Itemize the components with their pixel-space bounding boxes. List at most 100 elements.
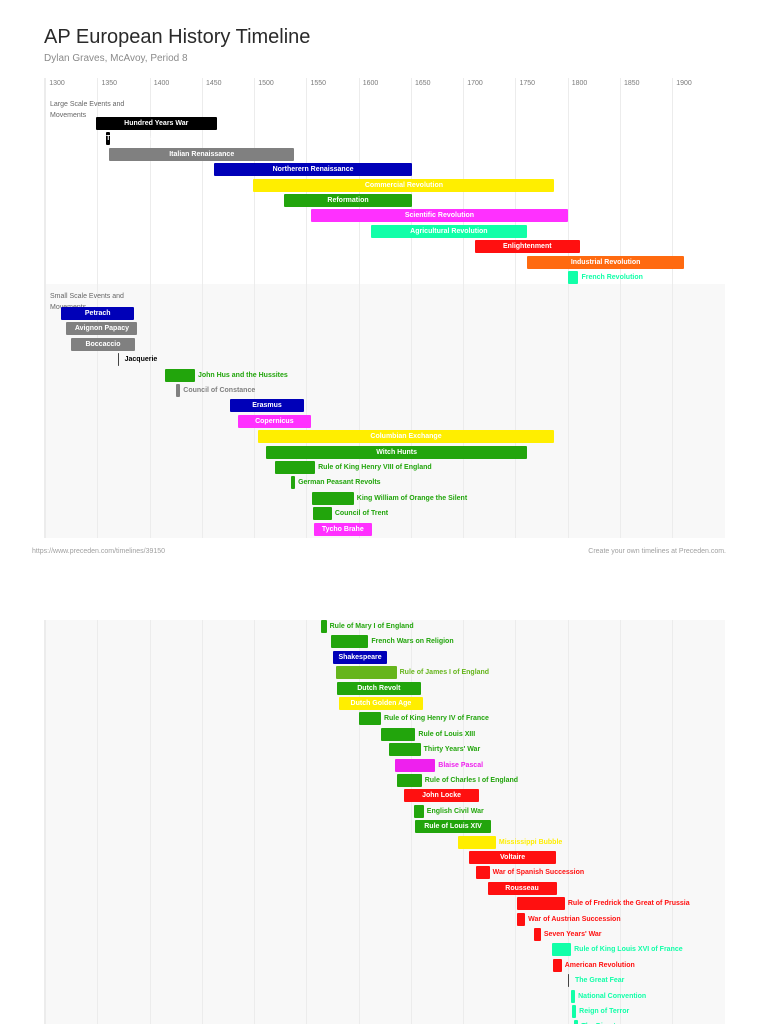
- timeline-bar[interactable]: [330, 635, 369, 649]
- timeline-bar-label: Council of Trent: [334, 510, 389, 518]
- gridline: [619, 78, 621, 538]
- gridline: [201, 620, 203, 1024]
- timeline-bar[interactable]: [61, 307, 135, 320]
- gridline: [306, 78, 308, 538]
- timeline-bar[interactable]: [414, 804, 424, 818]
- timeline-bar-label: American Revolution: [564, 961, 635, 969]
- timeline-bar-label: Thirty Years' War: [423, 746, 481, 754]
- timeline-bar[interactable]: [70, 337, 136, 351]
- timeline-bar[interactable]: [95, 117, 217, 130]
- gridline: [567, 78, 569, 538]
- timeline-bar-label: Rule of Louis XIV: [424, 823, 482, 831]
- timeline-bar[interactable]: [394, 758, 436, 772]
- timeline-bar[interactable]: [533, 928, 541, 941]
- timeline-bar[interactable]: [571, 989, 576, 1003]
- gridline: [410, 78, 412, 538]
- timeline-bar-label: Petrach: [84, 310, 111, 317]
- timeline-bar-label: Hundred Years War: [124, 120, 189, 127]
- timeline-bar[interactable]: [487, 881, 557, 895]
- timeline-bar[interactable]: [66, 322, 138, 336]
- timeline-bar[interactable]: [572, 1005, 577, 1018]
- x-tick-label: 1800: [571, 80, 588, 87]
- timeline-bar[interactable]: [574, 1020, 579, 1024]
- timeline-bar[interactable]: [283, 194, 413, 207]
- gridline: [672, 78, 673, 538]
- timeline-bar[interactable]: [213, 163, 413, 177]
- timeline-bar-label: Agricultural Revolution: [410, 227, 488, 235]
- footer-promo[interactable]: Create your own timelines at Preceden.co…: [588, 548, 726, 555]
- timeline-bar[interactable]: [266, 445, 528, 459]
- timeline-bar[interactable]: [164, 368, 195, 382]
- timeline-bar[interactable]: [396, 774, 422, 787]
- timeline-bar[interactable]: [468, 851, 557, 864]
- timeline-bar[interactable]: [313, 507, 332, 521]
- timeline-bar-label: Boccaccio: [85, 340, 121, 348]
- timeline-bar[interactable]: [275, 461, 316, 474]
- x-tick-label: 1500: [258, 80, 274, 87]
- timeline-bar-label: Industrial Revolution: [570, 258, 641, 266]
- timeline-bar[interactable]: [311, 491, 354, 505]
- timeline-bar-label: Rule of King Louis XVI of France: [574, 946, 683, 954]
- timeline-bar-label: Dutch Revolt: [357, 684, 401, 692]
- timeline-bar[interactable]: [380, 727, 416, 741]
- timeline-bar-label: Avignon Papacy: [74, 325, 130, 333]
- timeline-bar[interactable]: [230, 399, 304, 413]
- timeline-bar-label: Rule of Fredrick the Great of Prussia: [567, 900, 690, 908]
- timeline-bar[interactable]: [553, 958, 562, 972]
- timeline-bar[interactable]: [253, 178, 555, 192]
- timeline-bar[interactable]: [337, 681, 421, 695]
- timeline-bar-label: John Hus and the Hussites: [197, 371, 288, 379]
- timeline-bar-label: The Black Death: [106, 135, 161, 143]
- timeline-bar[interactable]: [568, 974, 569, 988]
- timeline-bar-label: Commercial Revolution: [364, 181, 444, 189]
- timeline-bar[interactable]: [291, 476, 296, 490]
- timeline-bar-label: Columbian Exchange: [370, 433, 442, 441]
- timeline-bar-label: War of Austrian Succession: [528, 915, 621, 923]
- gridline: [567, 620, 569, 1024]
- page-title: AP European History Timeline: [44, 26, 311, 48]
- gridline: [515, 620, 517, 1024]
- timeline-bar-label: Scientific Revolution: [404, 212, 475, 220]
- timeline-bar[interactable]: [516, 912, 526, 926]
- x-tick-label: 1450: [205, 80, 222, 87]
- timeline-bar[interactable]: [552, 943, 572, 957]
- x-tick-label: 1750: [519, 80, 536, 87]
- timeline-bar[interactable]: [339, 697, 423, 710]
- timeline-bar[interactable]: [475, 240, 580, 254]
- timeline-bar[interactable]: [314, 522, 372, 536]
- timeline-bar-label: The Great Fear: [575, 977, 625, 985]
- timeline-bar-label: Rule of Louis XIII: [418, 730, 476, 738]
- timeline-bar[interactable]: [568, 271, 579, 284]
- gridline: [672, 620, 673, 1024]
- timeline-bar[interactable]: [310, 209, 568, 223]
- footer-url[interactable]: https://www.preceden.com/timelines/39150: [32, 548, 166, 555]
- timeline-bar[interactable]: [321, 620, 327, 633]
- timeline-bar[interactable]: [476, 866, 490, 880]
- timeline-bar-label: Copernicus: [255, 417, 294, 425]
- timeline-bar[interactable]: [370, 224, 528, 238]
- timeline-bar[interactable]: [332, 650, 388, 664]
- timeline-bar-label: Mississippi Bubble: [498, 838, 563, 846]
- gridline: [254, 620, 255, 1024]
- timeline-bar[interactable]: [109, 147, 295, 161]
- timeline-bar[interactable]: [516, 897, 565, 911]
- timeline-bar[interactable]: [403, 789, 480, 803]
- timeline-bar[interactable]: [389, 743, 421, 757]
- axis-line: [44, 620, 45, 1024]
- timeline-bar[interactable]: [106, 132, 111, 146]
- section-band: [44, 284, 725, 538]
- timeline-bar[interactable]: [117, 353, 119, 367]
- timeline-bar[interactable]: [336, 666, 397, 680]
- timeline-bar[interactable]: [257, 430, 555, 444]
- timeline-bar[interactable]: [415, 820, 491, 834]
- x-tick-label: 1350: [101, 80, 118, 87]
- timeline-bar[interactable]: [359, 712, 381, 726]
- timeline-bar[interactable]: [237, 414, 311, 428]
- timeline-bar[interactable]: [458, 835, 496, 849]
- timeline-bar[interactable]: [176, 384, 181, 397]
- timeline-bar[interactable]: [527, 255, 684, 269]
- timeline-bar-label: Witch Hunts: [376, 448, 418, 456]
- timeline-bar-label: John Locke: [422, 792, 461, 800]
- timeline-bar-label: Italian Renaissance: [169, 150, 235, 158]
